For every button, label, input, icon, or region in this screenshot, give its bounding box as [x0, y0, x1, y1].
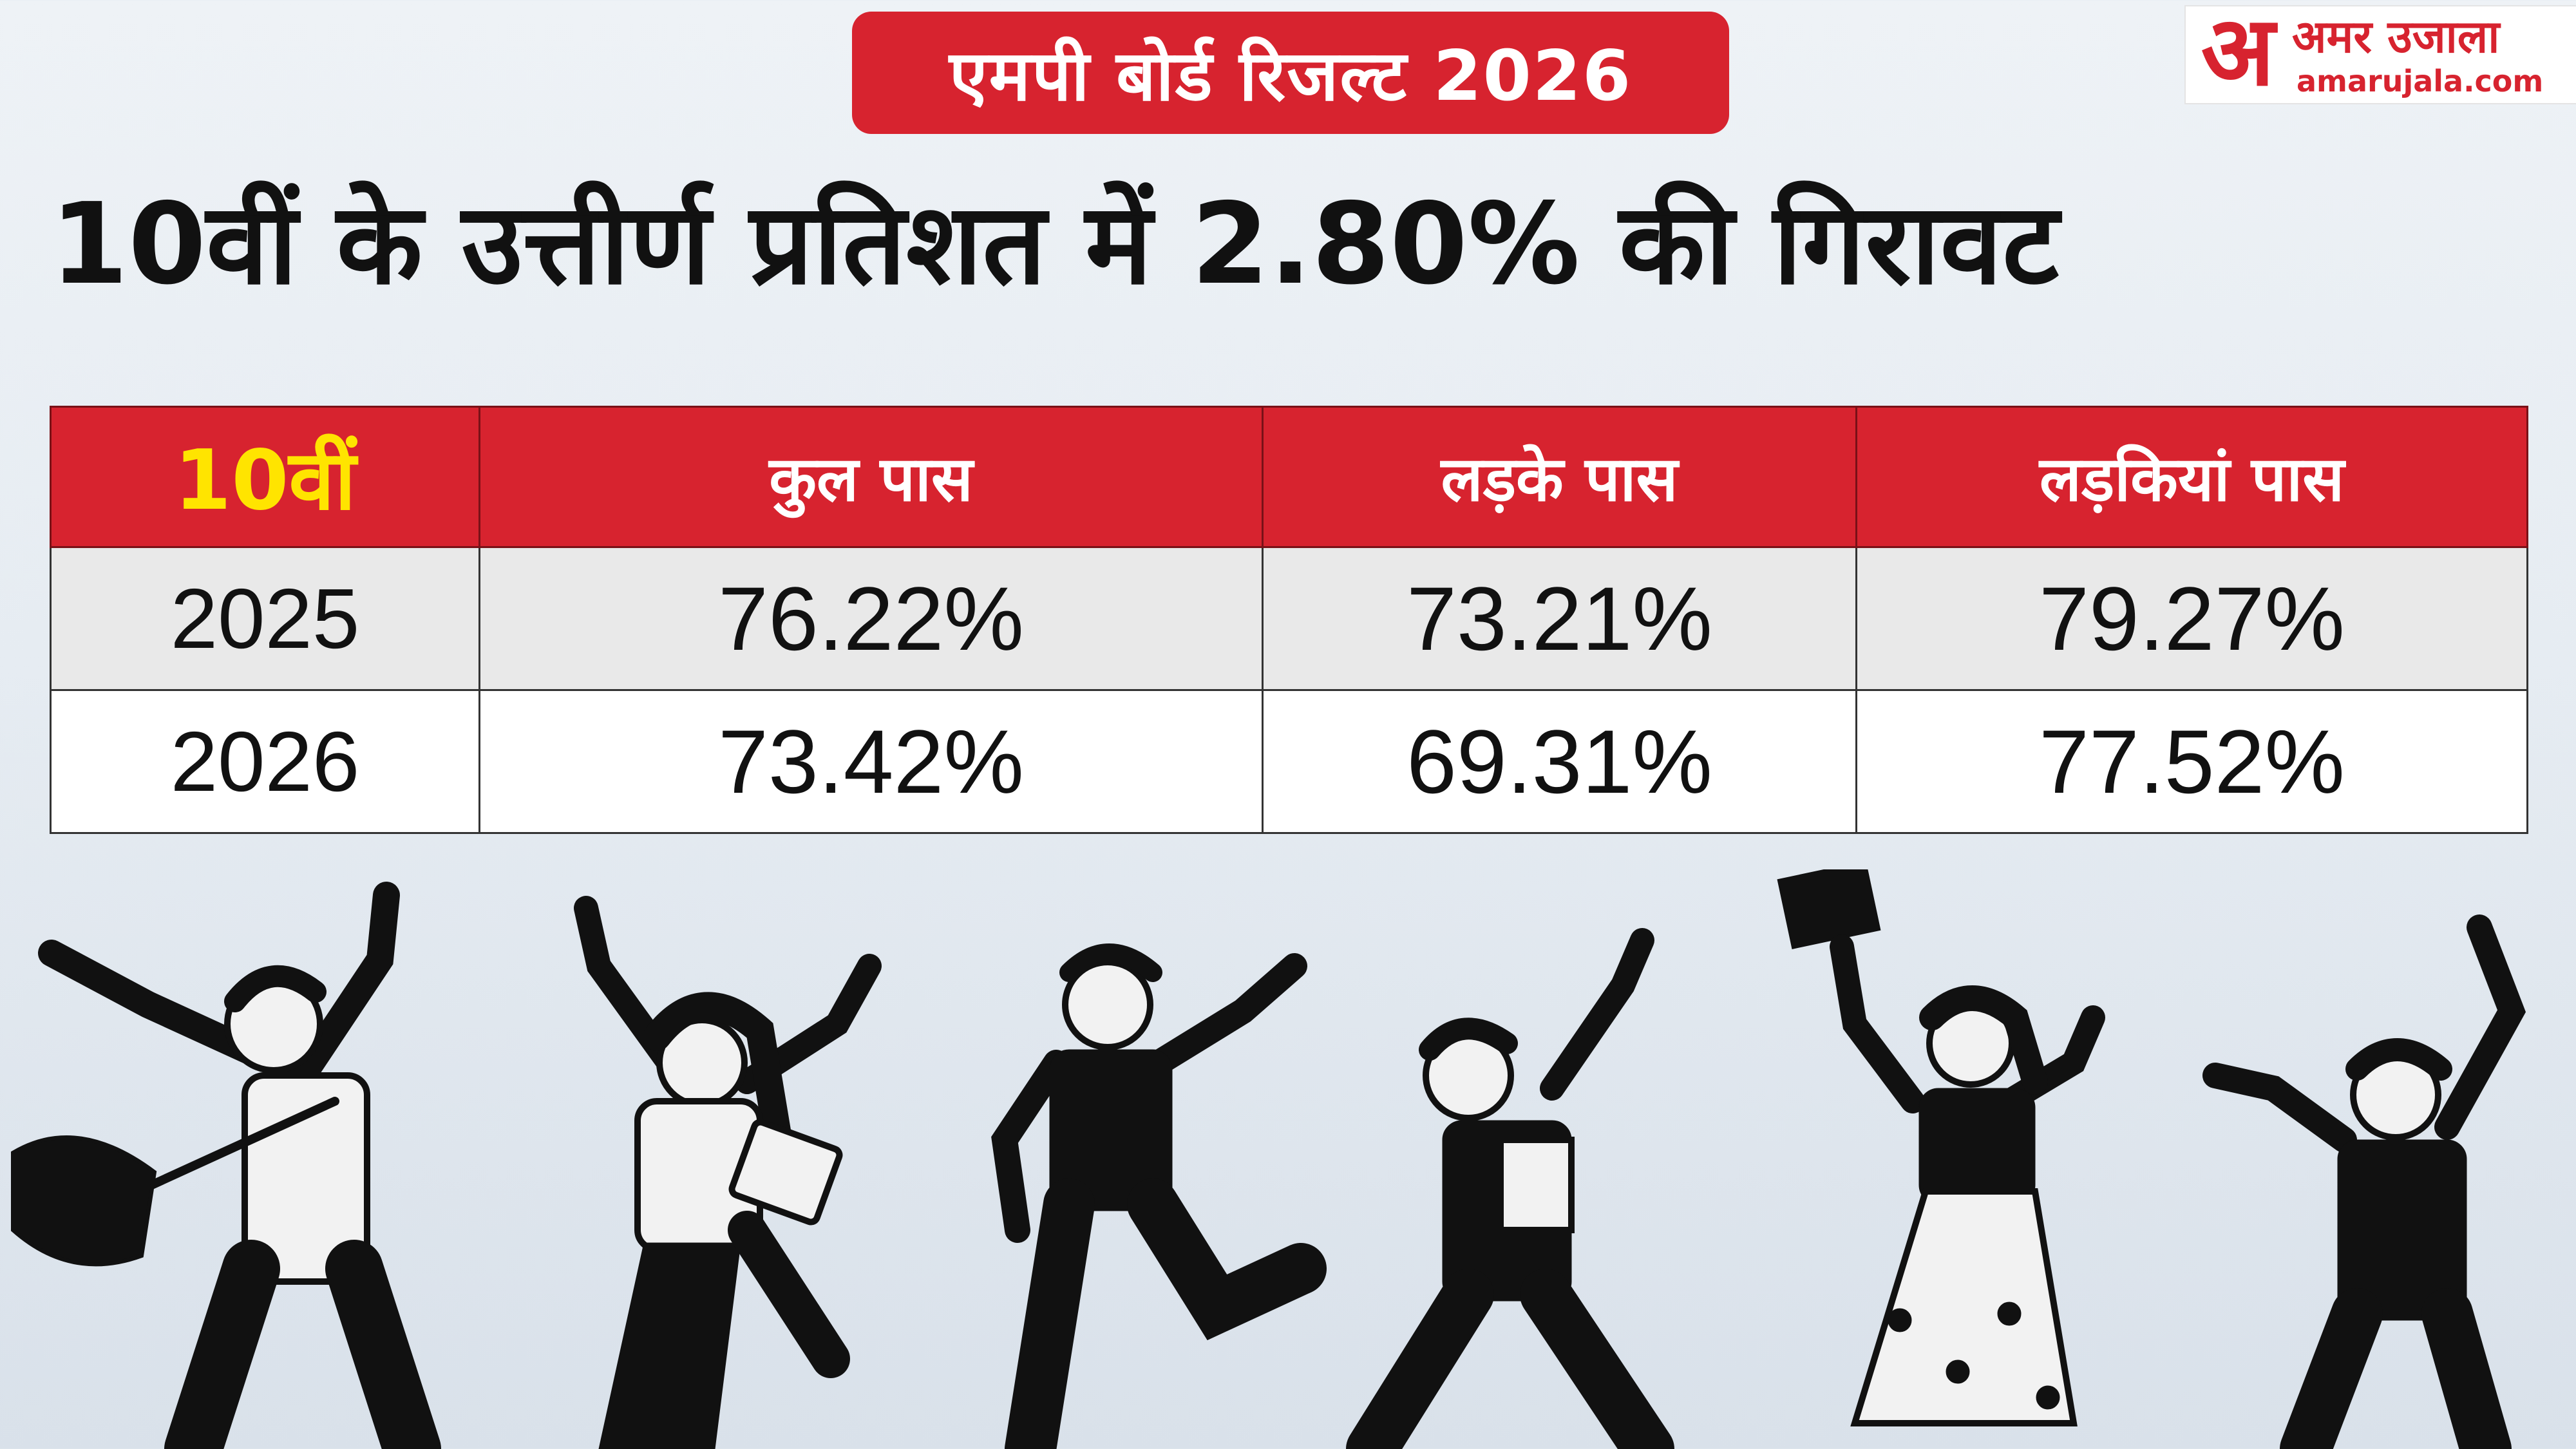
total-pass-cell: 73.42%: [478, 689, 1264, 834]
girls-pass-cell: 77.52%: [1855, 689, 2528, 834]
logo-mark: अ: [2201, 0, 2275, 108]
student-5-figure: [1777, 869, 2105, 1426]
header-tag: एमपी बोर्ड रिजल्ट 2026: [852, 12, 1729, 134]
column-header-total-pass: कुल पास: [478, 406, 1264, 548]
student-6-figure: [2202, 914, 2526, 1449]
headline: 10वीं के उत्तीर्ण प्रतिशत में 2.80% की ग…: [50, 179, 2059, 310]
logo-name: अमर उजाला: [2292, 10, 2500, 63]
student-1-figure: [11, 882, 441, 1449]
year-cell: 2025: [50, 546, 480, 691]
total-pass-cell: 76.22%: [478, 546, 1264, 691]
student-3-figure: [991, 943, 1327, 1449]
boys-pass-cell: 73.21%: [1262, 546, 1857, 691]
student-4-figure: [1346, 928, 1674, 1449]
column-header-girls-pass: लड़कियां पास: [1855, 406, 2528, 548]
table-row: 2025 76.22% 73.21% 79.27%: [50, 546, 2528, 691]
logo-url: amarujala.com: [2297, 64, 2544, 99]
table-row: 2026 73.42% 69.31% 77.52%: [50, 689, 2528, 834]
year-cell: 2026: [50, 689, 480, 834]
girls-pass-cell: 79.27%: [1855, 546, 2528, 691]
results-table: 10वीं कुल पास लड़के पास लड़कियां पास 202…: [50, 406, 2528, 834]
student-2-figure: [574, 896, 882, 1449]
celebrating-students-illustration: [11, 869, 2526, 1449]
column-header-boys-pass: लड़के पास: [1262, 406, 1857, 548]
boys-pass-cell: 69.31%: [1262, 689, 1857, 834]
column-header-class: 10वीं: [50, 406, 480, 548]
amar-ujala-logo: अ अमर उजाला amarujala.com: [2184, 0, 2576, 104]
table-header-row: 10वीं कुल पास लड़के पास लड़कियां पास: [50, 406, 2528, 548]
